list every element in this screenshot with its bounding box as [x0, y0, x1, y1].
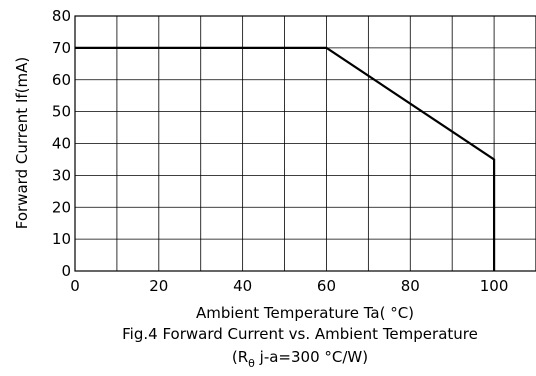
- y-tick-label: 0: [61, 262, 71, 280]
- figure-caption: Fig.4 Forward Current vs. Ambient Temper…: [122, 325, 478, 343]
- y-axis-title: Forward Current If(mA): [13, 57, 31, 229]
- x-tick-label: 80: [401, 277, 420, 295]
- y-tick-label: 70: [52, 39, 71, 57]
- y-tick-label: 10: [52, 230, 71, 248]
- grid: [75, 16, 536, 271]
- y-tick-labels: 0 10 20 30 40 50 60 70 80: [52, 7, 71, 280]
- y-tick-label: 40: [52, 135, 71, 153]
- y-tick-label: 30: [52, 166, 71, 184]
- caption-subscript: θ: [248, 357, 255, 370]
- caption-condition-text: j-a=300 °C/W: [255, 348, 363, 366]
- x-tick-labels: 0 20 40 60 80 100: [70, 277, 508, 295]
- x-tick-label: 0: [70, 277, 80, 295]
- series-group: [75, 46, 496, 271]
- x-tick-label: 100: [480, 277, 509, 295]
- x-tick-label: 20: [149, 277, 168, 295]
- x-tick-label: 60: [317, 277, 336, 295]
- y-tick-label: 50: [52, 103, 71, 121]
- plot-frame: [74, 15, 536, 272]
- x-axis-title: Ambient Temperature Ta( °C): [196, 304, 414, 322]
- x-tick-label: 40: [233, 277, 252, 295]
- y-tick-label: 60: [52, 71, 71, 89]
- y-tick-label: 80: [52, 7, 71, 25]
- caption-r: R: [238, 348, 248, 366]
- figure-caption-condition: (Rθ j-a=300 °C/W): [232, 348, 368, 370]
- y-tick-label: 20: [52, 198, 71, 216]
- derating-curve: [75, 46, 496, 271]
